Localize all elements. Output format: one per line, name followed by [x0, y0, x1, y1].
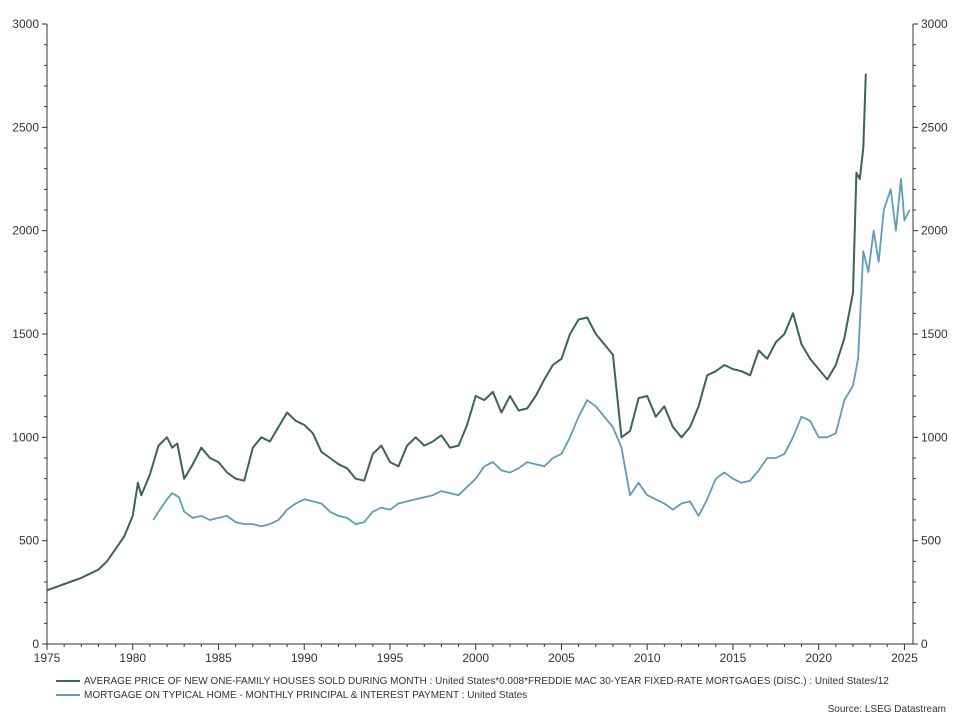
y-tick-label-right: 1500: [921, 327, 948, 341]
y-tick-label-left: 500: [19, 534, 39, 548]
legend-label-house-price: AVERAGE PRICE OF NEW ONE-FAMILY HOUSES S…: [84, 675, 889, 687]
x-tick-label: 2015: [720, 651, 747, 665]
series-line-mortgage-payment: [152, 178, 911, 528]
y-tick-label-right: 2000: [921, 224, 948, 238]
y-tick-label-right: 3000: [921, 17, 948, 31]
legend-swatch-house-price: [56, 680, 80, 682]
x-tick-label: 1975: [34, 651, 61, 665]
x-tick-label: 2020: [805, 651, 832, 665]
x-tick-label: 1980: [119, 651, 146, 665]
y-tick-label-left: 1000: [12, 430, 39, 444]
y-tick-label-left: 0: [32, 637, 39, 651]
x-tick-label: 1995: [377, 651, 404, 665]
y-tick-label-left: 2500: [12, 120, 39, 134]
x-tick-label: 2025: [891, 651, 918, 665]
y-tick-label-left: 3000: [12, 17, 39, 31]
y-tick-label-right: 500: [921, 534, 941, 548]
legend: AVERAGE PRICE OF NEW ONE-FAMILY HOUSES S…: [56, 674, 889, 702]
x-tick-label: 1990: [291, 651, 318, 665]
y-tick-label-right: 0: [921, 637, 928, 651]
y-tick-label-right: 1000: [921, 430, 948, 444]
legend-label-mortgage-payment: MORTGAGE ON TYPICAL HOME - MONTHLY PRINC…: [84, 689, 528, 701]
y-tick-label-right: 2500: [921, 120, 948, 134]
x-tick-label: 2005: [548, 651, 575, 665]
x-tick-label: 1985: [205, 651, 232, 665]
legend-item-house-price: AVERAGE PRICE OF NEW ONE-FAMILY HOUSES S…: [56, 674, 889, 688]
x-tick-label: 2010: [634, 651, 661, 665]
x-tick-label: 2000: [462, 651, 489, 665]
legend-swatch-mortgage-payment: [56, 694, 80, 696]
axes: 0 0 500 500 1000 1000 1500 1500 2000 2000 2500 2500…: [12, 17, 948, 665]
source-note: Source: LSEG Datastream: [827, 704, 946, 715]
series-line-house-price: [46, 73, 867, 592]
y-tick-label-left: 2000: [12, 224, 39, 238]
legend-item-mortgage-payment: MORTGAGE ON TYPICAL HOME - MONTHLY PRINC…: [56, 688, 889, 702]
y-tick-label-left: 1500: [12, 327, 39, 341]
series-layer: [46, 73, 911, 592]
